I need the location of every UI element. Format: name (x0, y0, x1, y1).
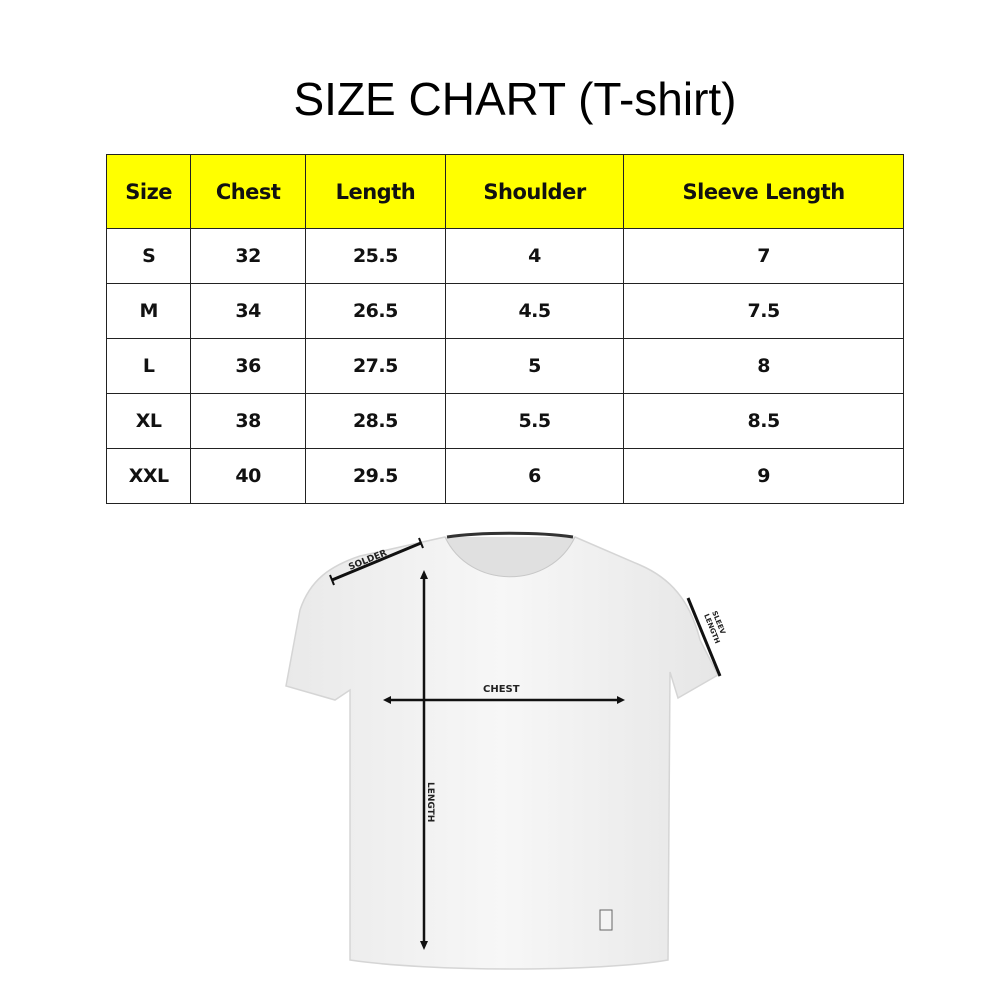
table-cell: 5.5 (444, 393, 625, 449)
table-cell: M (105, 283, 192, 339)
table-row: M 34 26.5 4.5 7.5 (105, 283, 904, 339)
table-cell: 5 (444, 338, 625, 394)
page-title: SIZE CHART (T-shirt) (293, 73, 737, 125)
chest-label: CHEST (483, 684, 520, 695)
table-cell: 7 (623, 228, 904, 284)
size-table: Size Chest Length Shoulder Sleeve Length S 32… (105, 154, 904, 504)
table-cell: S (105, 228, 192, 284)
column-header: Chest (190, 154, 306, 229)
table-cell: 4.5 (444, 283, 625, 339)
table-cell: XXL (105, 448, 192, 504)
column-header: Size (105, 154, 192, 229)
table-cell: 6 (444, 448, 625, 504)
column-header: Sleeve Length (623, 154, 904, 229)
column-header: Length (304, 154, 446, 229)
collar-trim (446, 531, 574, 539)
table-cell: 34 (190, 283, 306, 339)
length-label: LENGTH (425, 782, 435, 822)
tag-logo (599, 909, 613, 931)
table-row: XL 38 28.5 5.5 8.5 (105, 393, 904, 449)
table-cell: XL (105, 393, 192, 449)
table-row: S 32 25.5 4 7 (105, 228, 904, 284)
table-cell: 4 (444, 228, 625, 284)
table-cell: 27.5 (304, 338, 446, 394)
table-cell: 9 (623, 448, 904, 504)
table-row: XXL 40 29.5 6 9 (105, 448, 904, 504)
collar-inner (444, 536, 576, 578)
table-cell: 36 (190, 338, 306, 394)
table-header-row: Size Chest Length Shoulder Sleeve Length (105, 154, 904, 229)
table-cell: 40 (190, 448, 306, 504)
length-measure: LENGTH (420, 570, 435, 950)
chest-measure: CHEST (383, 684, 625, 704)
tshirt-image (285, 536, 719, 970)
table-row: L 36 27.5 5 8 (105, 338, 904, 394)
table-cell: 28.5 (304, 393, 446, 449)
table-cell: L (105, 338, 192, 394)
table-cell: 8.5 (623, 393, 904, 449)
table-cell: 8 (623, 338, 904, 394)
table-cell: 29.5 (304, 448, 446, 504)
table-cell: 25.5 (304, 228, 446, 284)
